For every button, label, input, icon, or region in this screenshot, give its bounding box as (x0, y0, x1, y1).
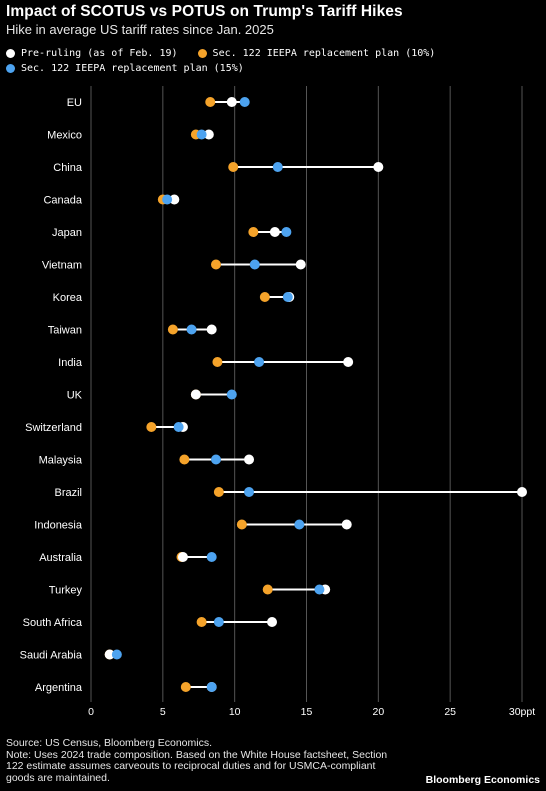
category-label-eu: EU (67, 97, 82, 109)
category-label-turkey: Turkey (49, 585, 83, 597)
x-tick-label-25: 25 (444, 706, 456, 718)
dot-s10-taiwan (167, 324, 178, 335)
dot-s15-brazil (244, 487, 255, 497)
dot-s10-south-africa (196, 617, 207, 627)
category-label-mexico: Mexico (47, 130, 82, 142)
dot-s15-india (254, 357, 265, 367)
dot-pre-vietnam (295, 259, 306, 270)
dot-s10-india (212, 357, 223, 367)
x-tick-label-20: 20 (372, 706, 384, 718)
dot-s10-indonesia (236, 519, 247, 530)
dot-pre-japan (269, 227, 280, 237)
legend-dot-orange-icon (197, 49, 207, 58)
legend: Pre-ruling (as of Feb. 19) Sec. 122 IEEP… (6, 46, 546, 76)
dot-pre-india (343, 357, 354, 367)
dot-s15-vietnam (249, 259, 260, 270)
dot-s15-argentina (206, 682, 217, 692)
dot-s10-china (228, 162, 239, 172)
dot-s10-brazil (213, 487, 224, 497)
category-label-japan: Japan (52, 227, 82, 239)
dot-s15-uk (226, 389, 237, 400)
dot-s10-korea (259, 292, 270, 302)
category-label-india: India (58, 357, 83, 369)
dot-s10-vietnam (210, 259, 221, 270)
dot-s10-switzerland (146, 422, 157, 432)
dot-pre-indonesia (341, 519, 352, 530)
category-label-taiwan: Taiwan (48, 325, 82, 337)
dot-pre-mexico (203, 129, 214, 140)
x-tick-label-15: 15 (301, 706, 313, 718)
category-label-brazil: Brazil (54, 487, 82, 499)
dot-s15-indonesia (294, 519, 305, 530)
legend-label-pre-ruling: Pre-ruling (as of Feb. 19) (21, 48, 178, 59)
dot-s15-malaysia (210, 454, 221, 465)
dot-pre-eu (226, 97, 237, 107)
chart-title: Impact of SCOTUS vs POTUS on Trump's Tar… (6, 3, 403, 20)
x-tick-label-0: 0 (88, 706, 94, 718)
legend-dot-blue-icon (6, 64, 15, 73)
dot-s15-canada (162, 194, 173, 205)
dot-pre-china (373, 162, 384, 172)
x-tick-label-30: 30ppt (509, 706, 535, 718)
dot-pre-uk (190, 389, 201, 400)
dot-s15-korea (282, 292, 293, 302)
legend-label-sec122-15: Sec. 122 IEEPA replacement plan (15%) (21, 63, 244, 74)
dot-pre-taiwan (206, 324, 217, 335)
category-label-malaysia: Malaysia (39, 455, 83, 467)
dot-pre-saudi-arabia (104, 649, 115, 660)
x-tick-label-5: 5 (160, 706, 166, 718)
dot-s15-mexico (196, 129, 207, 140)
dot-s10-japan (248, 227, 259, 237)
dot-s15-taiwan (186, 324, 197, 335)
category-label-switzerland: Switzerland (25, 422, 82, 434)
dot-s15-australia (206, 552, 217, 562)
dot-pre-australia (177, 552, 188, 562)
dot-pre-malaysia (244, 454, 255, 465)
footer-note: Note: Uses 2024 trade composition. Based… (6, 748, 388, 784)
legend-label-sec122-10: Sec. 122 IEEPA replacement plan (10%) (212, 48, 436, 59)
chart-subtitle: Hike in average US tariff rates since Ja… (6, 22, 274, 37)
category-label-saudi-arabia: Saudi Arabia (20, 650, 83, 662)
dot-s10-eu (205, 97, 216, 107)
dot-s15-japan (281, 227, 292, 237)
category-label-korea: Korea (53, 292, 83, 304)
category-label-australia: Australia (39, 552, 83, 564)
dot-pre-canada (169, 194, 180, 205)
dot-s10-turkey (262, 584, 273, 595)
dot-s15-saudi-arabia (111, 649, 122, 660)
dot-s15-eu (239, 97, 250, 107)
dot-s15-china (272, 162, 283, 172)
dot-s15-south-africa (213, 617, 224, 627)
dot-range-chart: 0 5 10 15 20 25 30ppt EU Mexico China Canada Japan V… (20, 86, 535, 718)
legend-dot-white-icon (6, 49, 15, 58)
dot-s15-turkey (314, 584, 325, 595)
category-label-canada: Canada (43, 195, 82, 207)
category-label-south-africa: South Africa (23, 617, 83, 629)
dot-s10-malaysia (179, 454, 190, 465)
category-label-argentina: Argentina (35, 682, 83, 694)
legend-item-pre-ruling: Pre-ruling (as of Feb. 19) (6, 48, 178, 59)
category-label-china: China (53, 162, 83, 174)
category-label-uk: UK (67, 390, 83, 402)
dot-s15-switzerland (173, 422, 184, 432)
brand-label: Bloomberg Economics (425, 774, 540, 786)
legend-item-sec122-10: Sec. 122 IEEPA replacement plan (10%) (197, 48, 436, 59)
footer-source: Source: US Census, Bloomberg Economics. (6, 737, 213, 749)
category-label-indonesia: Indonesia (34, 520, 83, 532)
category-label-vietnam: Vietnam (42, 260, 82, 272)
dot-pre-brazil (517, 487, 527, 497)
footer: Source: US Census, Bloomberg Economics. … (6, 737, 406, 784)
legend-item-sec122-15: Sec. 122 IEEPA replacement plan (15%) (6, 63, 244, 74)
dot-s10-argentina (180, 682, 191, 692)
dot-pre-south-africa (267, 617, 278, 627)
x-tick-label-10: 10 (229, 706, 241, 718)
